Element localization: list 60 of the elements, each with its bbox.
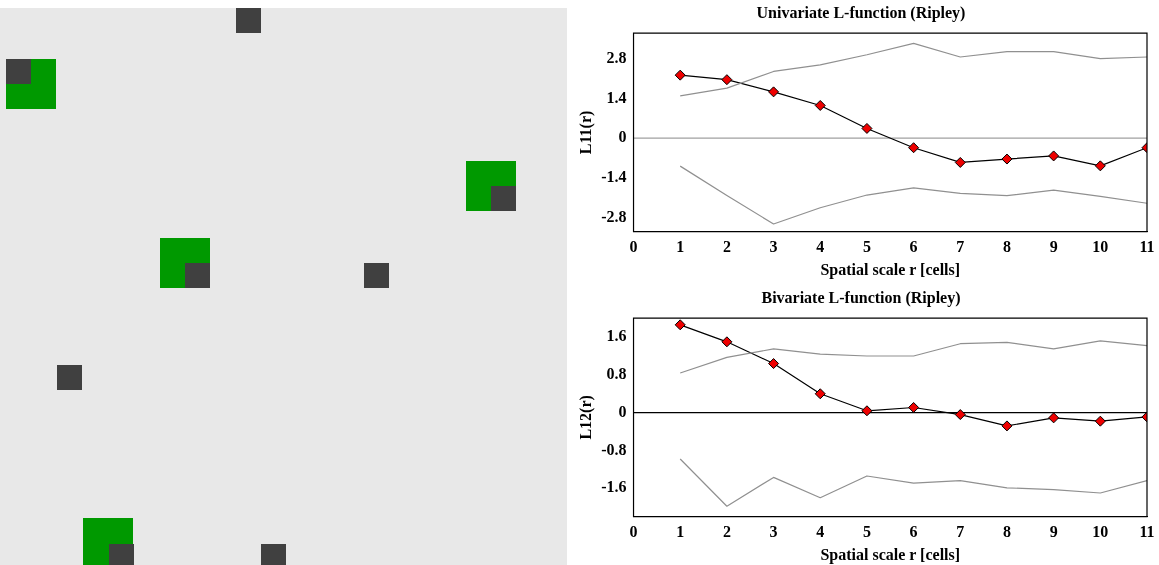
point (814, 99, 826, 111)
point (674, 319, 686, 331)
y-tick-label: 1.4 (606, 88, 627, 106)
x-tick-label: 10 (1092, 238, 1109, 256)
y-axis-title: L12(r) (576, 395, 595, 440)
point (1094, 160, 1106, 172)
x-tick-label: 4 (816, 523, 825, 541)
x-axis-title: Spatial scale r [cells] (820, 260, 961, 279)
point (1001, 153, 1013, 165)
x-tick-label: 2 (722, 523, 731, 541)
x-tick-label: 1 (676, 238, 685, 256)
point (721, 336, 733, 348)
point (861, 405, 873, 417)
point (954, 156, 966, 168)
point (1048, 412, 1060, 424)
x-tick-label: 7 (956, 238, 965, 256)
x-tick-label: 10 (1092, 523, 1109, 541)
x-tick-label: 3 (769, 523, 778, 541)
point (768, 358, 780, 370)
x-tick-label: 0 (629, 238, 638, 256)
x-tick-label: 8 (1002, 523, 1011, 541)
x-tick-label: 9 (1049, 238, 1058, 256)
x-tick-label: 6 (909, 238, 918, 256)
x-tick-label: 8 (1002, 238, 1011, 256)
y-tick-label: -0.8 (601, 440, 627, 458)
x-tick-label: 6 (909, 523, 918, 541)
point (1048, 150, 1060, 162)
x-axis-title: Spatial scale r [cells] (820, 545, 961, 564)
x-tick-label: 2 (722, 238, 731, 256)
y-tick-label: -2.8 (601, 207, 627, 225)
point (768, 86, 780, 98)
point (721, 74, 733, 86)
y-tick-label: 0.8 (606, 365, 627, 383)
point (1094, 415, 1106, 427)
point (814, 388, 826, 400)
y-tick-label: 1.6 (606, 327, 627, 345)
y-axis-title: L11(r) (576, 110, 595, 155)
x-tick-label: 1 (676, 523, 685, 541)
x-tick-label: 9 (1049, 523, 1058, 541)
point (1001, 420, 1013, 432)
y-tick-label: 0 (618, 128, 627, 146)
point (908, 401, 920, 413)
point (674, 69, 686, 81)
point (908, 142, 920, 154)
x-tick-label: 4 (816, 238, 825, 256)
point (954, 409, 966, 421)
y-tick-label: -1.6 (601, 478, 627, 496)
chart-title: Univariate L-function (Ripley) (756, 3, 966, 22)
y-tick-label: -1.4 (601, 167, 627, 185)
x-tick-label: 5 (862, 238, 871, 256)
chart-title: Bivariate L-function (Ripley) (761, 288, 961, 307)
x-tick-label: 5 (862, 523, 871, 541)
x-tick-label: 3 (769, 238, 778, 256)
x-tick-label: 11 (1139, 238, 1155, 256)
y-tick-label: 0 (618, 402, 627, 420)
x-tick-label: 7 (956, 523, 965, 541)
y-tick-label: 2.8 (606, 48, 627, 66)
x-tick-label: 11 (1139, 523, 1155, 541)
x-tick-label: 0 (629, 523, 638, 541)
point (861, 122, 873, 134)
